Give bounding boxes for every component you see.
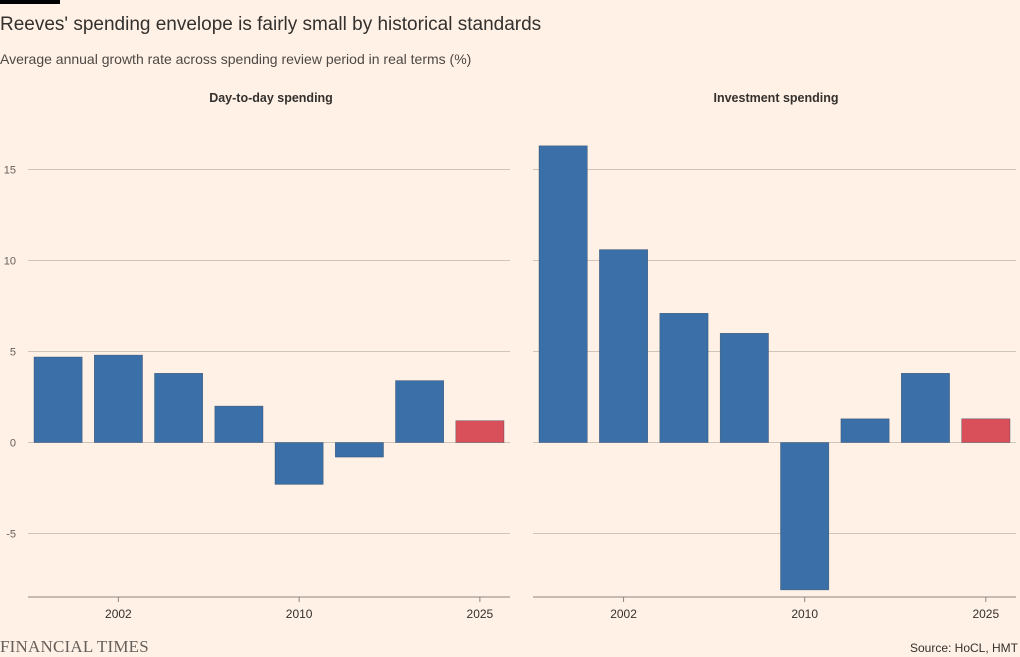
bar-3	[154, 372, 204, 443]
y-tick-label: 15	[4, 165, 16, 177]
x-tick-label: 2025	[467, 607, 494, 621]
bar-6	[840, 418, 890, 443]
y-tick-label: 0	[10, 438, 16, 450]
bar-7	[900, 372, 950, 443]
panel-title: Day-to-day spending	[209, 91, 333, 105]
x-tick-label: 2010	[791, 607, 818, 621]
bar-8	[455, 420, 505, 443]
panel-title: Investment spending	[713, 91, 838, 105]
y-tick-label: -5	[6, 529, 16, 541]
chart-title: Reeves' spending envelope is fairly smal…	[0, 14, 542, 35]
x-tick-label: 2002	[105, 607, 132, 621]
x-tick-label: 2002	[610, 607, 637, 621]
y-tick-label: 5	[10, 347, 16, 359]
x-tick-label: 2010	[286, 607, 313, 621]
chart-subtitle: Average annual growth rate across spendi…	[0, 51, 472, 67]
bar-1	[538, 145, 588, 443]
bar-7	[395, 380, 445, 443]
bar-8	[961, 418, 1011, 443]
chart-panel-1: Day-to-day spending -5 0 5 10 15 2002 2010 2025	[4, 91, 510, 621]
x-tick-label: 2025	[972, 607, 999, 621]
bar-2	[94, 354, 143, 443]
chart-panel-2: Investment spending 2002 2010 2025	[533, 91, 1016, 621]
bar-2	[599, 249, 649, 443]
bar-4	[214, 405, 264, 443]
ft-top-bar	[0, 0, 60, 4]
bar-5	[780, 442, 830, 591]
y-tick-label: 10	[4, 256, 16, 268]
ft-logo: FINANCIAL TIMES	[0, 637, 149, 656]
source-note: Source: HoCL, HMT	[909, 641, 1018, 655]
bar-5	[274, 442, 324, 485]
bar-4	[719, 332, 769, 443]
bar-3	[659, 312, 709, 443]
bar-1	[33, 356, 83, 443]
bar-6	[334, 442, 384, 458]
